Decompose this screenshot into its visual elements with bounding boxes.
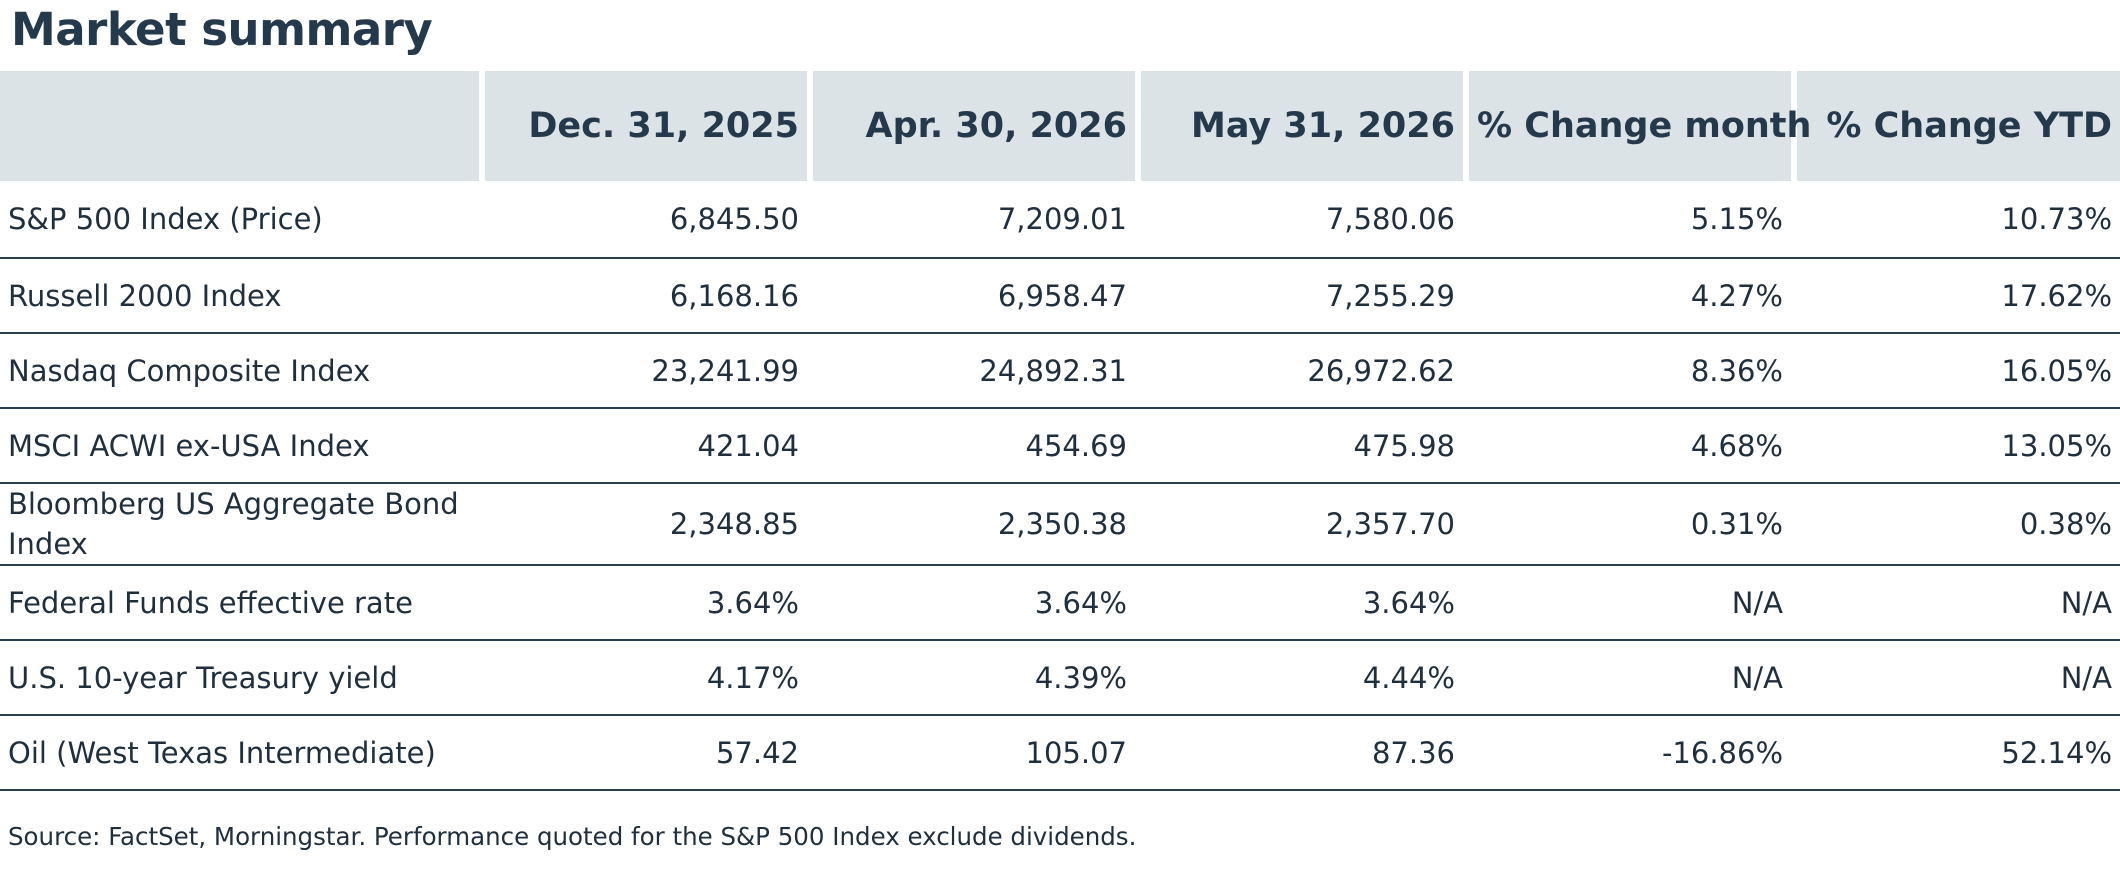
cell-change-month: -16.86% — [1463, 716, 1791, 791]
row-label: S&P 500 Index (Price) — [0, 181, 479, 259]
table-row: Federal Funds effective rate 3.64% 3.64%… — [0, 566, 2120, 641]
cell-may-31-2026: 7,255.29 — [1135, 259, 1463, 334]
cell-dec-31-2025: 57.42 — [479, 716, 807, 791]
row-label: Bloomberg US Aggregate Bond Index — [0, 484, 479, 566]
cell-dec-31-2025: 421.04 — [479, 409, 807, 484]
cell-apr-30-2026: 7,209.01 — [807, 181, 1135, 259]
cell-change-ytd: 52.14% — [1791, 716, 2120, 791]
cell-change-ytd: 17.62% — [1791, 259, 2120, 334]
cell-dec-31-2025: 3.64% — [479, 566, 807, 641]
cell-may-31-2026: 26,972.62 — [1135, 334, 1463, 409]
cell-change-ytd: 10.73% — [1791, 181, 2120, 259]
table-row: U.S. 10-year Treasury yield 4.17% 4.39% … — [0, 641, 2120, 716]
header-cell-change-ytd: % Change YTD — [1791, 71, 2120, 181]
table-row: Oil (West Texas Intermediate) 57.42 105.… — [0, 716, 2120, 791]
cell-dec-31-2025: 4.17% — [479, 641, 807, 716]
header-row: Dec. 31, 2025 Apr. 30, 2026 May 31, 2026… — [0, 71, 2120, 181]
row-label: Russell 2000 Index — [0, 259, 479, 334]
table-row: Nasdaq Composite Index 23,241.99 24,892.… — [0, 334, 2120, 409]
cell-apr-30-2026: 24,892.31 — [807, 334, 1135, 409]
header-cell-change-month: % Change month — [1463, 71, 1811, 181]
cell-change-month: 4.27% — [1463, 259, 1791, 334]
cell-change-month: 8.36% — [1463, 334, 1791, 409]
table-header: Dec. 31, 2025 Apr. 30, 2026 May 31, 2026… — [0, 71, 2120, 181]
cell-change-ytd: 13.05% — [1791, 409, 2120, 484]
header-cell-dec-31-2025: Dec. 31, 2025 — [479, 71, 807, 181]
page-title: Market summary — [11, 3, 433, 56]
table-body: S&P 500 Index (Price) 6,845.50 7,209.01 … — [0, 181, 2120, 791]
cell-change-ytd: 0.38% — [1791, 484, 2120, 566]
row-label: U.S. 10-year Treasury yield — [0, 641, 479, 716]
cell-apr-30-2026: 454.69 — [807, 409, 1135, 484]
cell-change-month: 0.31% — [1463, 484, 1791, 566]
row-label: Oil (West Texas Intermediate) — [0, 716, 479, 791]
source-note: Source: FactSet, Morningstar. Performanc… — [8, 822, 1137, 851]
row-label: Federal Funds effective rate — [0, 566, 479, 641]
table-row: MSCI ACWI ex-USA Index 421.04 454.69 475… — [0, 409, 2120, 484]
table-row: Russell 2000 Index 6,168.16 6,958.47 7,2… — [0, 259, 2120, 334]
cell-apr-30-2026: 2,350.38 — [807, 484, 1135, 566]
cell-change-month: N/A — [1463, 641, 1791, 716]
header-cell-apr-30-2026: Apr. 30, 2026 — [807, 71, 1135, 181]
market-summary-table: Dec. 31, 2025 Apr. 30, 2026 May 31, 2026… — [0, 71, 2120, 791]
cell-apr-30-2026: 3.64% — [807, 566, 1135, 641]
cell-apr-30-2026: 4.39% — [807, 641, 1135, 716]
header-cell-may-31-2026: May 31, 2026 — [1135, 71, 1463, 181]
cell-apr-30-2026: 6,958.47 — [807, 259, 1135, 334]
cell-may-31-2026: 4.44% — [1135, 641, 1463, 716]
cell-change-ytd: 16.05% — [1791, 334, 2120, 409]
cell-change-ytd: N/A — [1791, 641, 2120, 716]
cell-change-month: 4.68% — [1463, 409, 1791, 484]
cell-may-31-2026: 2,357.70 — [1135, 484, 1463, 566]
cell-dec-31-2025: 6,168.16 — [479, 259, 807, 334]
row-label: MSCI ACWI ex-USA Index — [0, 409, 479, 484]
cell-may-31-2026: 87.36 — [1135, 716, 1463, 791]
row-label: Nasdaq Composite Index — [0, 334, 479, 409]
cell-apr-30-2026: 105.07 — [807, 716, 1135, 791]
cell-change-ytd: N/A — [1791, 566, 2120, 641]
table-row: S&P 500 Index (Price) 6,845.50 7,209.01 … — [0, 181, 2120, 259]
cell-dec-31-2025: 23,241.99 — [479, 334, 807, 409]
cell-may-31-2026: 3.64% — [1135, 566, 1463, 641]
cell-change-month: 5.15% — [1463, 181, 1791, 259]
cell-may-31-2026: 7,580.06 — [1135, 181, 1463, 259]
table-row: Bloomberg US Aggregate Bond Index 2,348.… — [0, 484, 2120, 566]
cell-dec-31-2025: 6,845.50 — [479, 181, 807, 259]
cell-may-31-2026: 475.98 — [1135, 409, 1463, 484]
cell-dec-31-2025: 2,348.85 — [479, 484, 807, 566]
cell-change-month: N/A — [1463, 566, 1791, 641]
header-cell-label — [0, 71, 479, 181]
